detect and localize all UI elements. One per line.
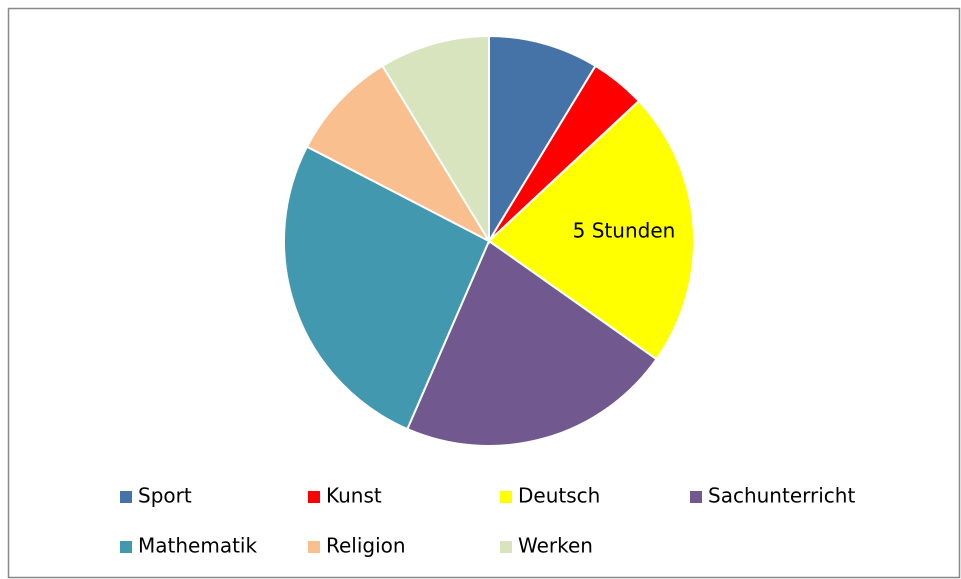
legend-label: Sachunterricht xyxy=(708,484,855,508)
pie-slice xyxy=(305,64,492,244)
legend-label: Mathematik xyxy=(138,534,257,558)
pie-slice xyxy=(381,34,490,245)
pie-slice xyxy=(487,99,695,361)
legend-label: Werken xyxy=(518,534,593,558)
legend-swatch xyxy=(308,541,320,553)
pie-slice xyxy=(488,34,597,245)
legend-label: Sport xyxy=(138,484,192,508)
data-label: 5 Stunden xyxy=(573,218,676,242)
legend-swatch xyxy=(500,541,512,553)
legend-swatch xyxy=(690,491,702,503)
legend-swatch xyxy=(500,491,512,503)
legend-swatch xyxy=(120,491,132,503)
legend-label: Religion xyxy=(326,534,406,558)
legend-swatch xyxy=(120,541,132,553)
pie-slice xyxy=(283,145,491,431)
legend-label: Kunst xyxy=(326,484,382,508)
pie-slice xyxy=(406,239,658,447)
legend-swatch xyxy=(308,491,320,503)
legend-label: Deutsch xyxy=(518,484,600,508)
